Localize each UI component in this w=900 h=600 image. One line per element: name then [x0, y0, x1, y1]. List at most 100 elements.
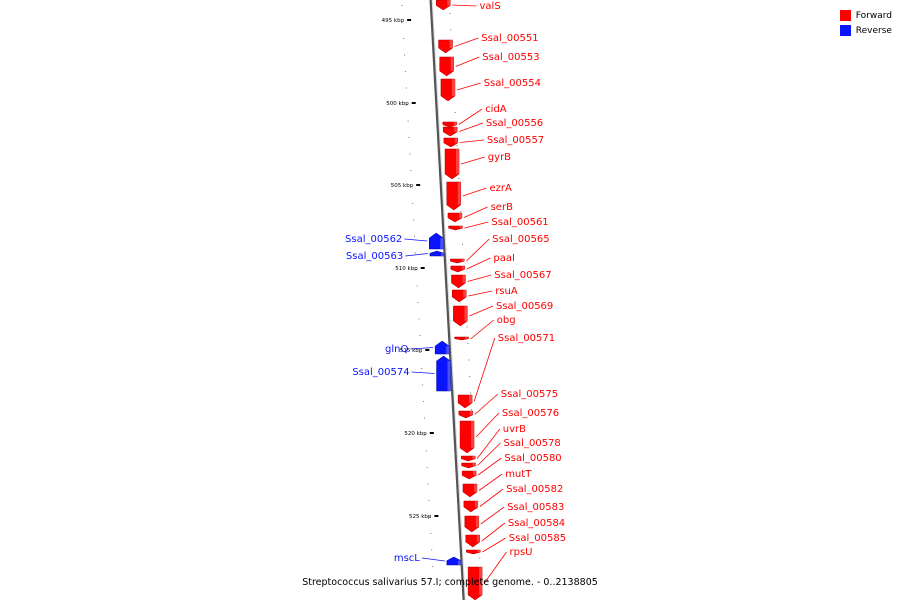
gene-label-Ssal_00580[interactable]: Ssal_00580 [504, 453, 561, 464]
gene-Ssal_00551[interactable] [438, 39, 453, 54]
major-tick [429, 432, 434, 434]
gene-label-obg[interactable]: obg [497, 315, 516, 326]
gene-Ssal_00563[interactable] [429, 250, 445, 257]
gene-Ssal_00574[interactable] [436, 355, 451, 392]
label-leader [477, 442, 501, 466]
major-tick [411, 102, 416, 104]
gene-label-Ssal_00556[interactable]: Ssal_00556 [486, 118, 543, 129]
gene-label-ezrA[interactable]: ezrA [490, 183, 513, 194]
gene-uvrB[interactable] [460, 455, 476, 462]
minor-tick-left [413, 219, 415, 221]
gene-label-Ssal_00584[interactable]: Ssal_00584 [508, 518, 565, 529]
minor-tick-left [401, 5, 403, 6]
gene-shade [446, 346, 450, 354]
minor-tick-right [460, 211, 462, 212]
minor-tick-left [416, 285, 418, 287]
gene-shade [471, 421, 474, 448]
gene-label-valS[interactable]: valS [480, 1, 501, 12]
gene-Ssal_00567[interactable] [451, 274, 466, 289]
gene-label-Ssal_00557[interactable]: Ssal_00557 [487, 135, 544, 146]
gene-Ssal_00575[interactable] [458, 410, 474, 419]
gene-label-rpsU[interactable]: rpsU [510, 547, 533, 558]
gene-Ssal_00557[interactable] [443, 137, 459, 148]
gene-gyrB[interactable] [444, 148, 460, 180]
gene-label-cidA[interactable]: cidA [485, 104, 507, 115]
gene-Ssal_00584[interactable] [465, 534, 481, 548]
gene-label-Ssal_00561[interactable]: Ssal_00561 [491, 217, 548, 228]
gene-mscL[interactable] [446, 556, 462, 566]
label-leader [411, 371, 435, 374]
gene-label-Ssal_00585[interactable]: Ssal_00585 [509, 533, 566, 544]
gene-Ssal_00578[interactable] [461, 462, 476, 469]
gene-shade [447, 0, 451, 6]
gene-Ssal_00585[interactable] [466, 549, 481, 555]
label-leader [474, 393, 499, 415]
gene-rsuA[interactable] [452, 289, 467, 303]
label-leader [464, 221, 489, 229]
label-leader [477, 457, 502, 476]
gene-shade [457, 182, 461, 205]
gene-shade [474, 484, 477, 492]
gene-Ssal_00553[interactable] [439, 56, 454, 77]
gene-Ssal_00562[interactable] [429, 232, 444, 250]
gene-Ssal_00561[interactable] [448, 225, 463, 231]
gene-label-gyrB[interactable]: gyrB [488, 152, 511, 163]
gene-cidA[interactable] [442, 121, 458, 128]
minor-tick-left [429, 516, 431, 518]
gene-serB[interactable] [447, 212, 463, 223]
gene-label-Ssal_00562[interactable]: Ssal_00562 [345, 234, 402, 245]
gene-label-Ssal_00565[interactable]: Ssal_00565 [492, 234, 549, 245]
gene-label-serB[interactable]: serB [491, 202, 513, 213]
gene-label-Ssal_00578[interactable]: Ssal_00578 [504, 438, 561, 449]
scale-ticks: 495 kbp 500 kbp 505 kbp 510 kbp 515 kbp 520 k… [382, 18, 439, 520]
gene-label-Ssal_00551[interactable]: Ssal_00551 [481, 33, 538, 44]
gene-valS[interactable] [436, 0, 451, 11]
gene-label-Ssal_00563[interactable]: Ssal_00563 [346, 251, 403, 262]
label-leader [473, 337, 496, 402]
gene-mutT[interactable] [462, 483, 478, 498]
gene-label-Ssal_00576[interactable]: Ssal_00576 [502, 408, 559, 419]
gene-ezrA[interactable] [446, 181, 462, 211]
gene-label-uvrB[interactable]: uvrB [503, 424, 526, 435]
gene-label-Ssal_00571[interactable]: Ssal_00571 [498, 333, 555, 344]
gene-Ssal_00569[interactable] [453, 305, 468, 327]
gene-label-mscL[interactable]: mscL [394, 553, 420, 564]
minor-tick-left [403, 38, 405, 39]
minor-tick-left [430, 533, 432, 534]
gene-label-mutT[interactable]: mutT [505, 469, 532, 480]
forward-swatch [839, 10, 851, 21]
gene-label-Ssal_00554[interactable]: Ssal_00554 [484, 78, 541, 89]
gene-label-Ssal_00569[interactable]: Ssal_00569 [496, 301, 553, 312]
gene-label-Ssal_00583[interactable]: Ssal_00583 [507, 502, 564, 513]
major-tick [425, 349, 430, 351]
gene-shade [457, 560, 461, 565]
gene-Ssal_00582[interactable] [463, 500, 479, 513]
minor-tick-left [432, 566, 434, 567]
gene-paaI[interactable] [450, 265, 466, 273]
minor-tick-right [469, 376, 471, 377]
gene-glnQ[interactable] [434, 340, 450, 355]
gene-label-Ssal_00582[interactable]: Ssal_00582 [506, 484, 563, 495]
gene-Ssal_00583[interactable] [464, 515, 480, 533]
gene-label-paaI[interactable]: paaI [493, 253, 515, 264]
gene-label-Ssal_00574[interactable]: Ssal_00574 [352, 367, 409, 378]
gene-Ssal_00554[interactable] [440, 78, 456, 102]
minor-tick-left [418, 318, 420, 320]
minor-tick-left [423, 401, 425, 402]
gene-Ssal_00556[interactable] [442, 126, 458, 137]
gene-Ssal_00580[interactable] [461, 470, 477, 480]
gene-label-Ssal_00567[interactable]: Ssal_00567 [494, 270, 551, 281]
gene-label-Ssal_00553[interactable]: Ssal_00553 [482, 52, 539, 63]
gene-label-Ssal_00575[interactable]: Ssal_00575 [501, 389, 558, 400]
gene-rpsU[interactable] [467, 566, 483, 600]
gene-Ssal_00576[interactable] [459, 420, 475, 454]
gene-Ssal_00565[interactable] [450, 258, 465, 264]
minor-tick-left [419, 335, 421, 336]
gene-label-glnQ[interactable]: glnQ [385, 344, 408, 355]
gene-Ssal_00571[interactable] [457, 394, 473, 409]
major-tick [420, 267, 425, 269]
label-leader [478, 473, 503, 491]
minor-tick-right [471, 409, 473, 410]
gene-obg[interactable] [454, 336, 469, 341]
gene-label-rsuA[interactable]: rsuA [495, 286, 518, 297]
